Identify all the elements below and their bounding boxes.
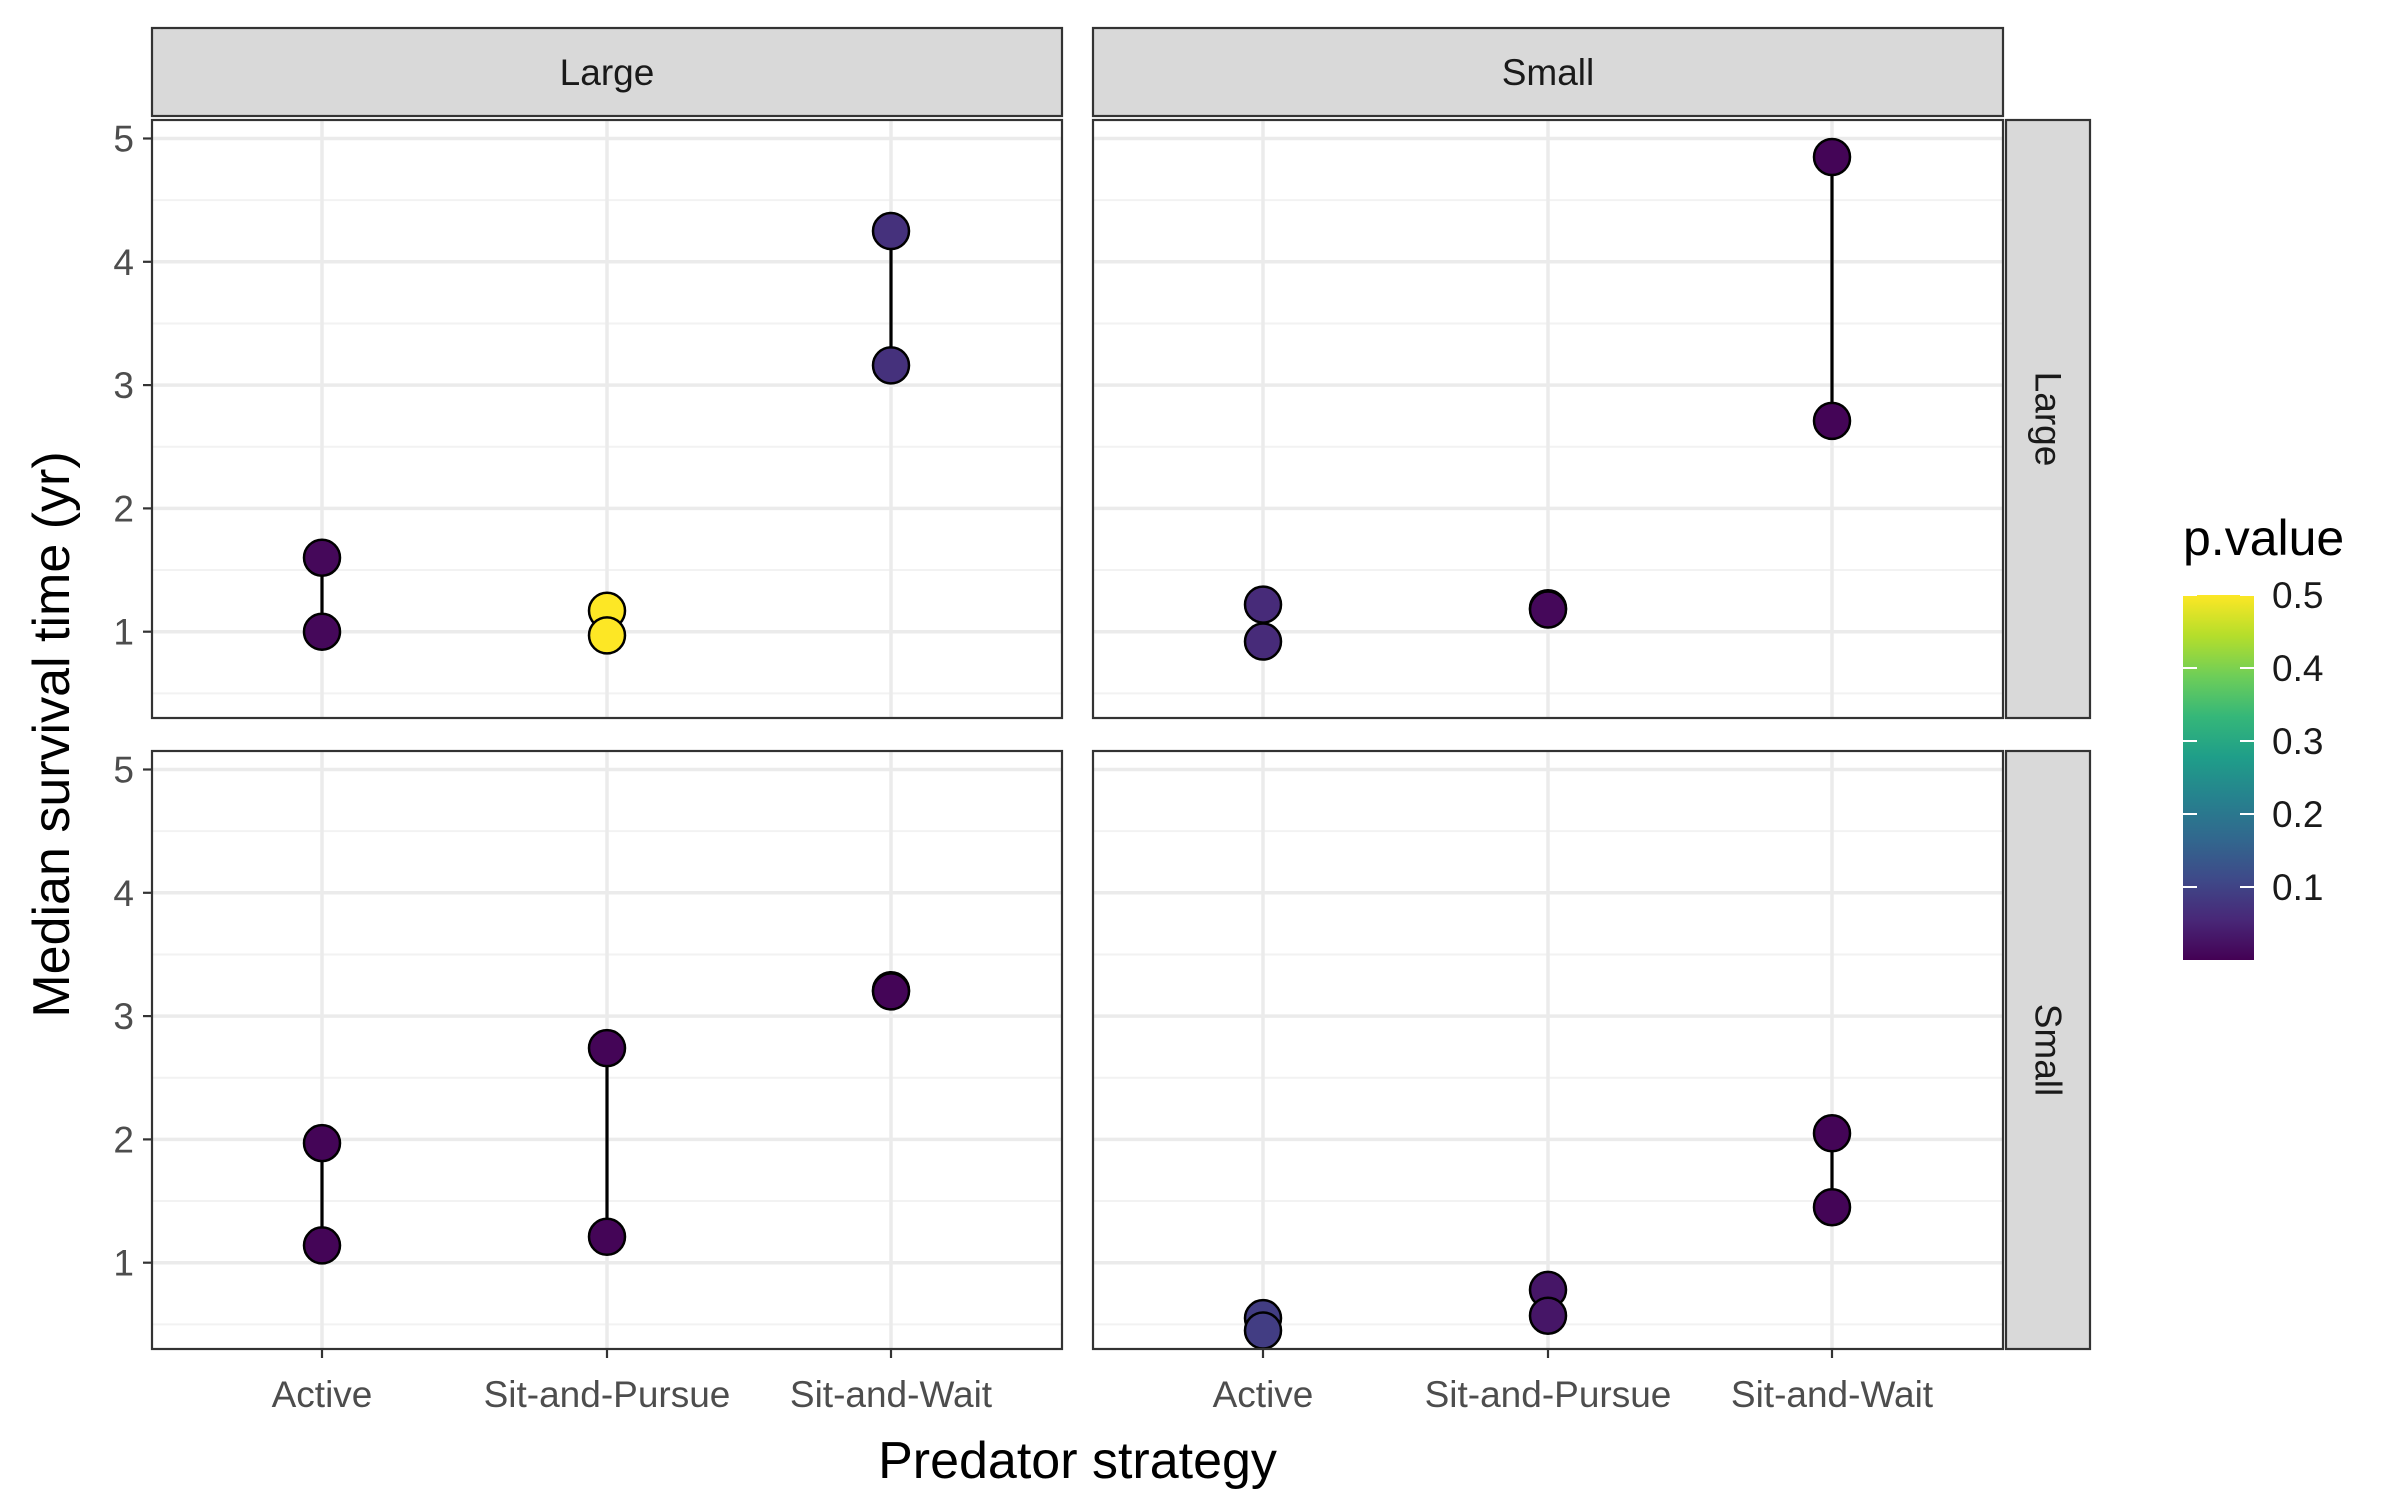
y-tick-label: 1 xyxy=(113,1243,134,1284)
y-tick-label: 3 xyxy=(113,365,134,406)
y-tick-label: 1 xyxy=(113,612,134,653)
x-tick-label: Sit-and-Wait xyxy=(1731,1374,1934,1415)
point-low-sit-and-wait xyxy=(1812,1187,1852,1227)
point-low-active xyxy=(302,612,342,651)
x-tick-label: Active xyxy=(272,1374,373,1415)
point-low-sit-and-pursue xyxy=(1528,590,1568,629)
y-tick-label: 4 xyxy=(113,873,134,914)
point-low-sit-and-pursue xyxy=(1528,1296,1568,1335)
point-high-active xyxy=(1243,585,1283,624)
y-tick-label: 5 xyxy=(113,749,134,790)
point-high-sit-and-pursue xyxy=(587,1028,627,1068)
panel-small-small xyxy=(1091,749,2005,1351)
strip-background xyxy=(2004,749,2092,1351)
row-strip-small: Small xyxy=(2004,749,2092,1351)
y-tick-label: 2 xyxy=(113,488,134,529)
column-strip-small: Small xyxy=(1091,26,2005,118)
colorbar-gradient xyxy=(2183,595,2254,960)
point-low-sit-and-wait xyxy=(871,972,911,1011)
colorbar-tick-label: 0.5 xyxy=(2272,575,2323,616)
point-low-sit-and-wait xyxy=(871,346,911,385)
y-axis-title: Median survival time (yr) xyxy=(23,451,81,1017)
point-low-sit-and-pursue xyxy=(587,616,627,655)
column-strip-label: Small xyxy=(1502,52,1595,93)
point-low-active xyxy=(1243,1311,1283,1350)
point-low-sit-and-wait xyxy=(1812,401,1852,441)
strip-background xyxy=(150,26,1064,118)
x-tick-label: Sit-and-Pursue xyxy=(484,1374,731,1415)
point-low-sit-and-pursue xyxy=(587,1217,627,1257)
colorbar-legend: p.value 0.1 0.2 0.3 0.4 0.5 xyxy=(2183,510,2344,960)
strip-background xyxy=(2004,118,2092,720)
legend-title: p.value xyxy=(2183,510,2344,566)
row-strip-large: Large xyxy=(2004,118,2092,720)
panel-border xyxy=(1091,118,2005,720)
point-high-active xyxy=(302,538,342,577)
row-strip-label: Small xyxy=(2028,1004,2069,1097)
y-tick-label: 3 xyxy=(113,996,134,1037)
point-high-sit-and-wait xyxy=(871,211,911,251)
point-low-active xyxy=(302,1226,342,1265)
facet-strips: Large Small Large Small xyxy=(150,26,2092,1351)
point-high-sit-and-wait xyxy=(1812,1113,1852,1153)
x-tick-label: Active xyxy=(1213,1374,1314,1415)
point-high-sit-and-wait xyxy=(1812,137,1852,177)
y-tick-label: 2 xyxy=(113,1119,134,1160)
colorbar-tick-label: 0.1 xyxy=(2272,867,2323,908)
strip-background xyxy=(1091,26,2005,118)
row-strip-label: Large xyxy=(2028,372,2069,467)
y-tick-label: 5 xyxy=(113,118,134,159)
column-strip-large: Large xyxy=(150,26,1064,118)
facet-panels xyxy=(150,118,2005,1351)
axes: 1 2 3 4 5 1 2 3 4 5 Active Sit-and-Pursue Sit-and-Wa… xyxy=(23,118,1934,1490)
colorbar-tick-label: 0.3 xyxy=(2272,721,2323,762)
column-strip-label: Large xyxy=(560,52,655,93)
x-tick-label: Sit-and-Wait xyxy=(790,1374,993,1415)
panel-small-large xyxy=(1091,118,2005,720)
y-tick-label: 4 xyxy=(113,242,134,283)
panel-border xyxy=(150,118,1064,720)
point-high-active xyxy=(302,1123,342,1163)
colorbar-tick-label: 0.2 xyxy=(2272,794,2323,835)
panel-large-small xyxy=(150,749,1064,1351)
colorbar-tick-label: 0.4 xyxy=(2272,648,2323,689)
x-axis-title: Predator strategy xyxy=(878,1432,1277,1490)
panel-large-large xyxy=(150,118,1064,720)
point-low-active xyxy=(1243,622,1283,661)
x-tick-label: Sit-and-Pursue xyxy=(1425,1374,1672,1415)
